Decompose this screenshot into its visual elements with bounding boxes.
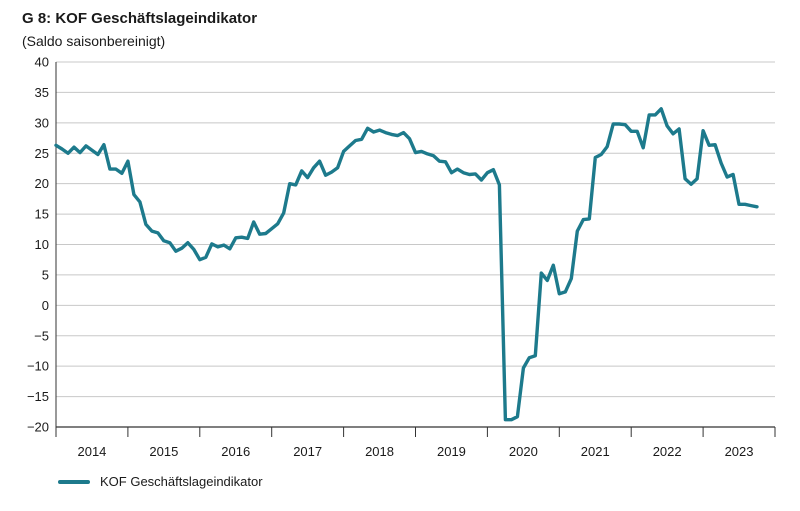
y-tick-label: −20 <box>27 420 49 435</box>
x-axis: 2014 2015 2016 2017 2018 2019 2020 2021 2022 2023 <box>55 62 776 459</box>
y-tick-label: −10 <box>27 359 49 374</box>
y-tick-label: −15 <box>27 389 49 404</box>
y-tick-label: 5 <box>42 267 49 282</box>
y-axis-ticks: 40 35 30 25 20 15 10 5 0 −5 −10 −15 −20 <box>27 55 49 435</box>
y-tick-label: 35 <box>35 85 49 100</box>
y-tick-label: 25 <box>35 146 49 161</box>
x-tick-label: 2017 <box>293 444 322 459</box>
x-tick-label: 2019 <box>437 444 466 459</box>
y-tick-label: 15 <box>35 207 49 222</box>
legend-label: KOF Geschäftslageindikator <box>100 474 263 489</box>
gridlines <box>56 61 775 428</box>
chart-subtitle: (Saldo saisonbereinigt) <box>22 33 166 49</box>
x-tick-label: 2015 <box>149 444 178 459</box>
y-tick-label: 0 <box>42 298 49 313</box>
x-tick-label: 2023 <box>725 444 754 459</box>
legend-swatch <box>58 479 90 484</box>
x-tick-label: 2021 <box>581 444 610 459</box>
y-tick-label: 10 <box>35 237 49 252</box>
x-tick-label: 2020 <box>509 444 538 459</box>
y-tick-label: 40 <box>35 55 49 70</box>
y-tick-label: −5 <box>34 328 49 343</box>
x-tick-label: 2022 <box>653 444 682 459</box>
y-tick-label: 20 <box>35 176 49 191</box>
x-tick-label: 2014 <box>77 444 106 459</box>
x-tick-label: 2016 <box>221 444 250 459</box>
legend: KOF Geschäftslageindikator <box>58 474 263 489</box>
y-tick-label: 30 <box>35 115 49 130</box>
series-layer <box>54 107 759 422</box>
series-line-kof <box>54 107 759 422</box>
x-tick-label: 2018 <box>365 444 394 459</box>
chart-title: G 8: KOF Geschäftslageindikator <box>22 10 258 27</box>
